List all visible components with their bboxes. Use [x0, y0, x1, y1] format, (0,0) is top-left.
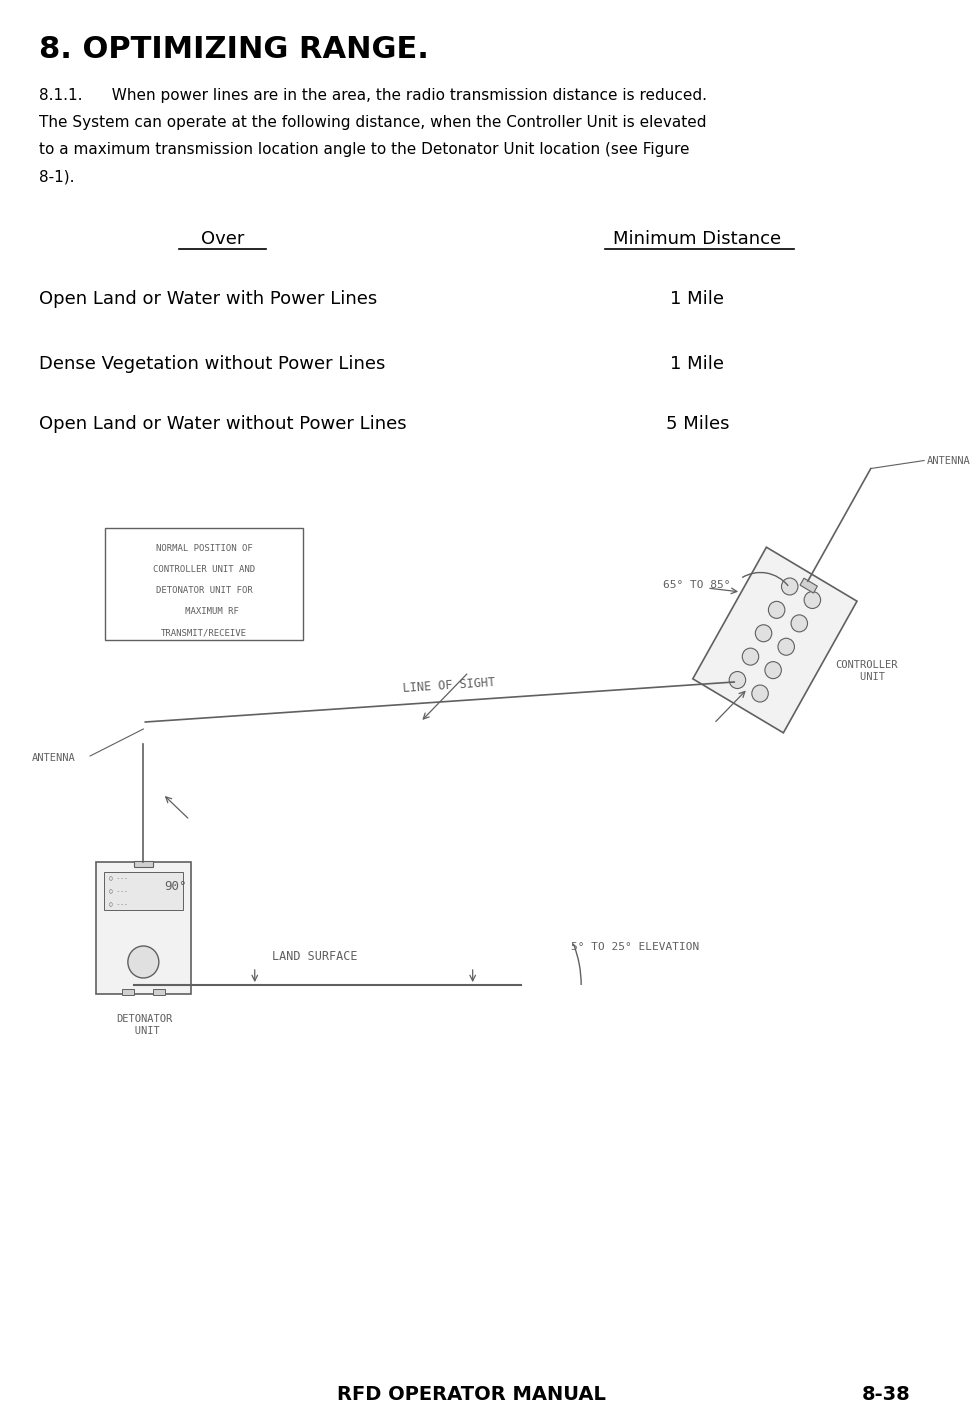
Circle shape: [730, 671, 746, 688]
Text: MAXIMUM RF: MAXIMUM RF: [169, 608, 239, 616]
Text: ANTENNA: ANTENNA: [927, 455, 971, 465]
Text: 8. OPTIMIZING RANGE.: 8. OPTIMIZING RANGE.: [39, 35, 429, 64]
Text: 90°: 90°: [165, 880, 187, 893]
Circle shape: [755, 625, 771, 642]
Text: ○ ---: ○ ---: [109, 876, 129, 880]
Circle shape: [778, 639, 795, 656]
Text: 1 Mile: 1 Mile: [670, 290, 725, 308]
Text: 8-38: 8-38: [862, 1385, 911, 1405]
Text: DETONATOR
   UNIT: DETONATOR UNIT: [116, 1015, 172, 1036]
Text: ANTENNA: ANTENNA: [32, 753, 76, 763]
Text: 1 Mile: 1 Mile: [670, 355, 725, 373]
Circle shape: [805, 592, 821, 609]
Circle shape: [765, 661, 781, 678]
Polygon shape: [693, 547, 857, 733]
Text: CONTROLLER
    UNIT: CONTROLLER UNIT: [835, 660, 897, 681]
Text: 8.1.1.      When power lines are in the area, the radio transmission distance is: 8.1.1. When power lines are in the area,…: [39, 88, 707, 103]
Text: Open Land or Water with Power Lines: Open Land or Water with Power Lines: [39, 290, 377, 308]
Text: Dense Vegetation without Power Lines: Dense Vegetation without Power Lines: [39, 355, 385, 373]
Text: 65° TO 85°: 65° TO 85°: [663, 579, 731, 591]
Bar: [133, 861, 153, 868]
Text: ○ ---: ○ ---: [109, 901, 129, 907]
Circle shape: [768, 602, 785, 619]
Circle shape: [791, 615, 807, 632]
Circle shape: [752, 685, 768, 702]
Text: DETONATOR UNIT FOR: DETONATOR UNIT FOR: [156, 586, 252, 595]
Text: CONTROLLER UNIT AND: CONTROLLER UNIT AND: [153, 565, 255, 574]
Text: LINE OF SIGHT: LINE OF SIGHT: [402, 675, 496, 695]
Text: RFD OPERATOR MANUAL: RFD OPERATOR MANUAL: [337, 1385, 606, 1405]
Text: TRANSMIT/RECEIVE: TRANSMIT/RECEIVE: [161, 627, 246, 637]
Bar: [104, 528, 303, 640]
Text: 5° TO 25° ELEVATION: 5° TO 25° ELEVATION: [572, 942, 699, 952]
Text: NORMAL POSITION OF: NORMAL POSITION OF: [156, 544, 252, 552]
Text: Minimum Distance: Minimum Distance: [614, 230, 781, 249]
Bar: [103, 872, 183, 910]
Bar: [95, 862, 191, 993]
Circle shape: [742, 649, 759, 666]
Text: Over: Over: [201, 230, 244, 249]
Text: 8-1).: 8-1).: [39, 170, 74, 184]
Bar: [122, 989, 133, 995]
Text: 5 Miles: 5 Miles: [665, 415, 730, 432]
Text: to a maximum transmission location angle to the Detonator Unit location (see Fig: to a maximum transmission location angle…: [39, 141, 690, 157]
Text: Open Land or Water without Power Lines: Open Land or Water without Power Lines: [39, 415, 406, 432]
Circle shape: [781, 578, 798, 595]
Circle shape: [128, 945, 159, 978]
Text: LAND SURFACE: LAND SURFACE: [272, 950, 357, 964]
Text: The System can operate at the following distance, when the Controller Unit is el: The System can operate at the following …: [39, 114, 706, 130]
Text: ○ ---: ○ ---: [109, 889, 129, 894]
Bar: [800, 578, 817, 593]
Bar: [153, 989, 165, 995]
